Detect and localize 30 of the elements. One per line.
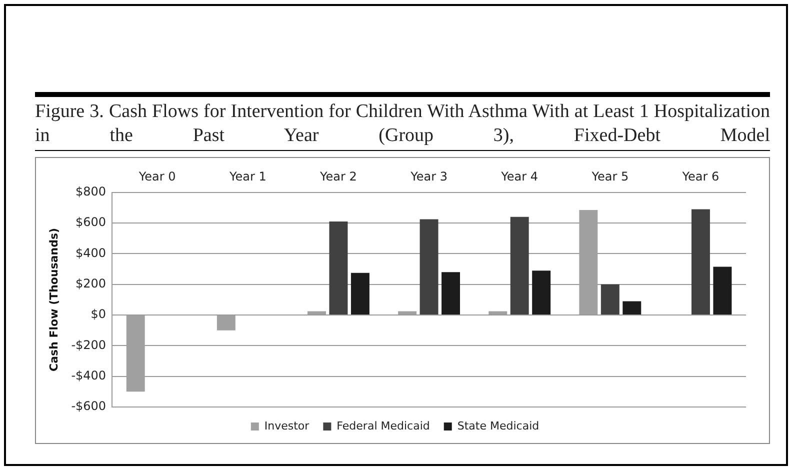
bar	[420, 219, 438, 315]
x-tick-label: Year 3	[410, 169, 448, 184]
y-tick-label: -$200	[71, 338, 106, 352]
y-tick-label: -$400	[71, 368, 106, 382]
x-tick-label: Year 2	[319, 169, 357, 184]
x-tick-label: Year 0	[138, 169, 176, 184]
bar	[442, 272, 460, 315]
y-tick-label: -$600	[71, 399, 106, 414]
bar	[510, 216, 529, 315]
y-tick-label: $0	[90, 307, 106, 322]
x-tick-label: Year 5	[590, 169, 629, 184]
bar	[350, 272, 370, 315]
bar	[713, 266, 732, 315]
bar	[532, 270, 551, 315]
legend-label: State Medicaid	[457, 419, 540, 432]
chart-title: Figure 3. Cash Flows for Intervention for Children With Asthma With at Least 1 Hospitalization in the Past Year (Group 3), Fixed-Debt Model	[35, 100, 770, 148]
bar	[622, 301, 642, 315]
y-tick-label: $800	[76, 184, 106, 199]
y-axis-title: Cash Flow (Thousands)	[47, 228, 60, 372]
x-tick-label: Year 6	[681, 169, 720, 184]
legend-label: Federal Medicaid	[336, 419, 430, 432]
y-tick-label: $400	[76, 246, 106, 260]
bar	[329, 222, 348, 315]
legend-label: Investor	[264, 419, 310, 432]
bar	[600, 284, 620, 315]
y-tick-label: $600	[76, 215, 106, 230]
bar	[691, 209, 710, 315]
x-tick-label: Year 1	[228, 169, 266, 184]
x-tick-label: Year 4	[500, 169, 538, 184]
y-tick-label: $200	[76, 276, 106, 290]
